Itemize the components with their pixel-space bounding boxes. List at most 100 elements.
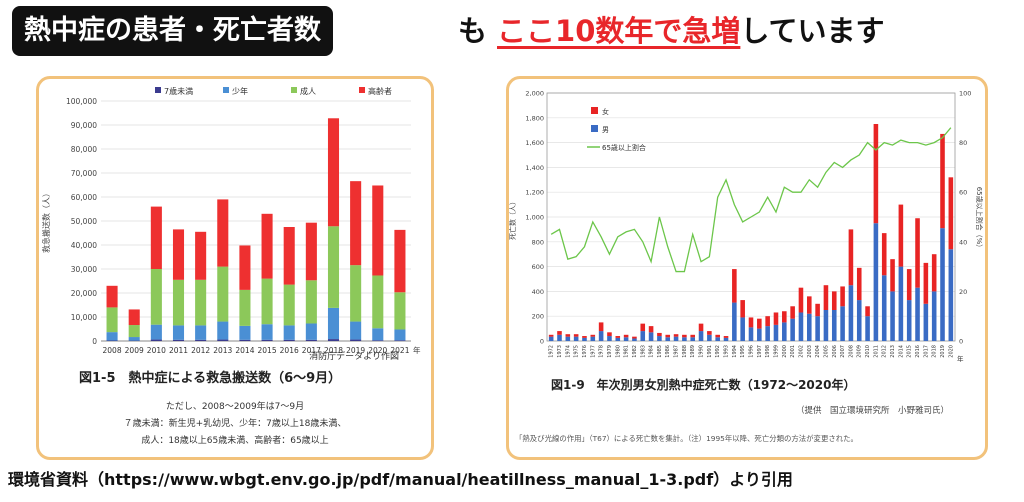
x-tick-label: 1975 (574, 345, 580, 358)
x-tick-label: 1999 (773, 345, 779, 358)
bar-female-1980 (615, 336, 621, 338)
bar-segment-2014-0 (239, 339, 251, 341)
x-tick-label: 2020 (368, 346, 387, 355)
y2-tick-label: 60 (959, 189, 967, 197)
bar-female-1996 (748, 317, 754, 328)
bar-segment-2018-2 (327, 226, 340, 308)
x-tick-label: 2009 (857, 345, 863, 358)
bar-male-1975 (573, 336, 579, 341)
x-tick-label: 1990 (699, 345, 705, 358)
y2-tick-label: 80 (959, 139, 967, 147)
x-tick-label: 1981 (624, 345, 630, 358)
bar-female-2017 (923, 262, 929, 304)
x-tick-label: 2007 (840, 345, 846, 358)
bar-female-2006 (831, 291, 837, 310)
bar-female-2016 (915, 218, 920, 288)
bar-female-2013 (890, 259, 895, 292)
bar-male-2007 (840, 306, 845, 341)
bar-segment-2021-1 (394, 329, 406, 341)
bar-male-1980 (615, 337, 621, 341)
x-tick-label: 2021 (390, 346, 409, 355)
bar-female-2020 (948, 177, 954, 250)
panel-death-chart: 0 200 400 600 800 1,000 1,200 1,400 1,600 1,800 2,… (506, 76, 988, 460)
y-tick-label: 800 (532, 238, 544, 246)
bar-male-1973 (557, 334, 562, 341)
bar-female-1994 (732, 269, 737, 303)
bar-segment-2013-0 (217, 339, 229, 341)
bar-male-1992 (715, 337, 720, 341)
bar-female-2008 (848, 229, 854, 286)
bar-male-2018 (931, 291, 937, 341)
legend-swatch-0 (155, 87, 161, 93)
bar-segment-2014-3 (239, 245, 251, 290)
bar-female-1978 (598, 322, 604, 332)
bar-segment-2020-3 (372, 185, 384, 276)
x-tick-label: 2013 (213, 346, 232, 355)
x-tick-label: 1980 (615, 345, 621, 358)
x-tick-label: 2013 (890, 345, 896, 358)
bar-female-2001 (790, 306, 795, 319)
bar-male-1995 (740, 317, 745, 341)
headline-box: 熱中症の患者・死亡者数 (12, 6, 333, 56)
bar-female-1992 (715, 334, 720, 338)
x-tick-label: 2003 (807, 345, 813, 358)
bar-male-1985 (657, 336, 662, 341)
headline-highlight: ここ10数年で急増 (497, 14, 741, 48)
legend-swatch-3 (359, 87, 365, 93)
bar-male-1989 (690, 337, 696, 341)
bar-male-2003 (806, 313, 812, 341)
bar-female-2007 (840, 286, 845, 307)
bar-male-1977 (590, 336, 596, 341)
bar-female-2002 (798, 287, 804, 313)
x-tick-label: 2002 (798, 345, 804, 358)
bar-female-2005 (823, 285, 829, 310)
x-tick-label: 1973 (557, 345, 563, 358)
bar-male-2000 (782, 322, 787, 341)
bar-segment-2014-1 (239, 325, 251, 340)
bar-male-2016 (915, 287, 920, 341)
bar-male-2008 (848, 285, 854, 341)
bar-male-2009 (856, 300, 862, 341)
bar-female-1974 (565, 334, 571, 337)
bar-segment-2014-2 (239, 289, 251, 326)
y-tick-label: 1,400 (525, 164, 544, 172)
citation: 環境省資料（https://www.wbgt.env.go.jp/pdf/man… (8, 470, 793, 489)
bar-male-1999 (773, 324, 779, 341)
bar-segment-2008-3 (106, 285, 118, 308)
bar-male-1996 (748, 327, 754, 341)
bar-female-1972 (548, 334, 554, 337)
legend-label-1: 少年 (232, 86, 248, 96)
y-tick-label: 80,000 (71, 145, 97, 154)
bar-male-2006 (831, 310, 837, 341)
x-tick-label: 1972 (549, 345, 555, 358)
bar-segment-2008-2 (106, 307, 118, 333)
bar-segment-2018-0 (327, 339, 340, 341)
x-tick-label: 1994 (732, 345, 738, 358)
y-tick-label: 90,000 (71, 121, 97, 130)
bar-segment-2010-1 (150, 324, 162, 340)
y-axis-label: 死亡数（人） (509, 198, 517, 240)
y-tick-label: 600 (532, 263, 544, 271)
x-tick-label: 2010 (865, 345, 871, 358)
bar-female-1981 (623, 334, 629, 338)
bar-female-2000 (782, 311, 787, 323)
x-tick-label: 2006 (832, 345, 838, 358)
bar-male-1986 (665, 337, 671, 341)
bar-female-2010 (865, 306, 870, 317)
bar-male-1981 (623, 337, 629, 341)
x-tick-label: 1985 (657, 345, 663, 358)
bar-male-1982 (632, 338, 637, 341)
bar-female-1976 (582, 336, 587, 338)
x-tick-label: 2012 (882, 345, 888, 358)
x-tick-label: 2020 (948, 345, 954, 358)
bar-female-1989 (690, 334, 696, 338)
bar-female-1993 (723, 336, 729, 338)
bar-male-1988 (682, 337, 687, 341)
x-tick-label: 1986 (665, 345, 671, 358)
bar-segment-2012-1 (195, 325, 207, 340)
bar-segment-2012-2 (195, 279, 207, 326)
bar-segment-2019-0 (350, 339, 362, 341)
x-tick-label: 2008 (848, 345, 854, 358)
bar-female-2004 (815, 303, 820, 317)
chart-title: 図1-9 年次別男女別熱中症死亡数（1972〜2020年） (551, 377, 855, 392)
